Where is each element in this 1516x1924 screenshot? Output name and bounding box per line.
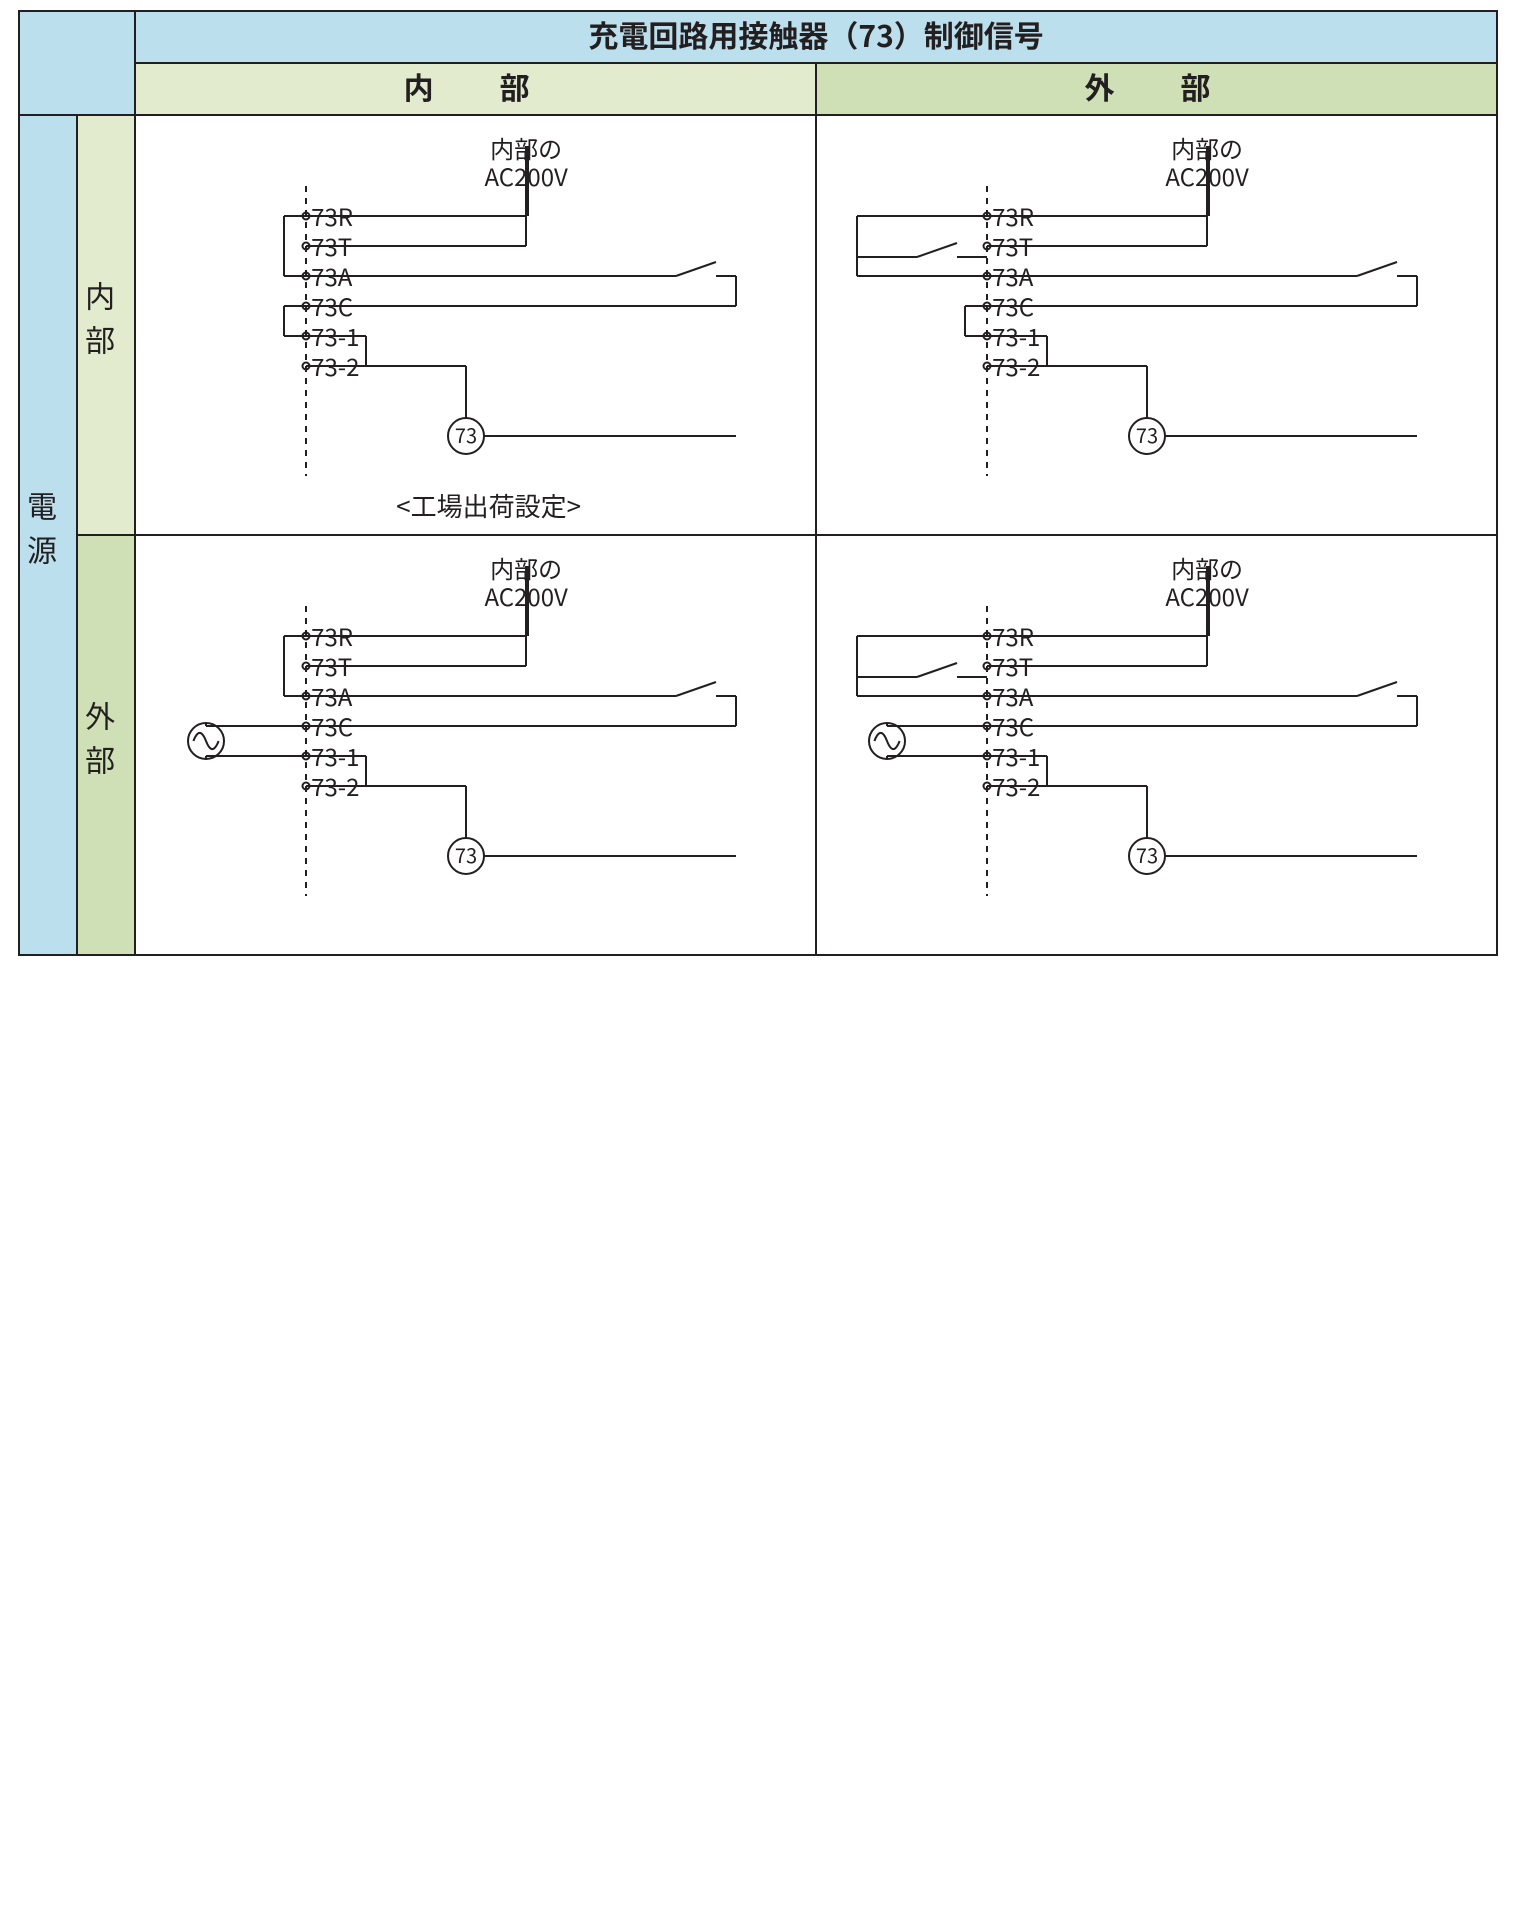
terminal-label: 73A [311, 262, 352, 290]
col-header-internal: 内 部 [135, 63, 816, 115]
terminal-label: 73R [311, 622, 353, 650]
ac-source-icon [194, 733, 219, 749]
terminal-label: 73-2 [311, 352, 359, 380]
coil-label: 73 [1136, 840, 1158, 869]
terminal-label: 73-2 [992, 352, 1040, 380]
row-axis-cell: 電源 [19, 115, 77, 955]
terminal-label: 73T [992, 652, 1033, 680]
terminal-label: 73R [992, 202, 1034, 230]
terminal-label: 73C [992, 712, 1034, 740]
terminal-label: 73C [992, 292, 1034, 320]
terminal-label: 73T [992, 232, 1033, 260]
ac200v-label: 内部の AC200V [446, 134, 606, 190]
terminal-label: 73-1 [992, 322, 1040, 350]
terminal-label: 73-1 [311, 322, 359, 350]
wiring-table: 充電回路用接触器（73）制御信号 内 部 外 部 電源 内部 73 内部の AC… [18, 10, 1498, 956]
coil-label: 73 [1136, 420, 1158, 449]
ac200v-label: 内部の AC200V [1127, 134, 1287, 190]
row-header-internal: 内部 [77, 115, 135, 535]
terminal-label: 73-1 [311, 742, 359, 770]
cell-ext-int: 73 内部の AC200V 73R73T73A73C73-173-2 [135, 535, 816, 955]
terminal-label: 73R [311, 202, 353, 230]
row-axis-label: 電源 [20, 116, 64, 954]
coil-label: 73 [455, 420, 477, 449]
terminal-label: 73C [311, 292, 353, 320]
terminal-label: 73A [992, 682, 1033, 710]
cell-int-int: 73 内部の AC200V 73R73T73A73C73-173-2 <工場出荷設… [135, 115, 816, 535]
terminal-label: 73C [311, 712, 353, 740]
factory-default-note: <工場出荷設定> [396, 487, 581, 524]
terminal-label: 73-2 [992, 772, 1040, 800]
col-header-title: 充電回路用接触器（73）制御信号 [135, 11, 1497, 63]
terminal-label: 73A [992, 262, 1033, 290]
corner-cell [19, 11, 135, 115]
cell-int-ext: 73 内部の AC200V 73R73T73A73C73-173-2 [816, 115, 1497, 535]
row-external-label: 外部 [78, 536, 122, 954]
terminal-label: 73A [311, 682, 352, 710]
terminal-label: 73-2 [311, 772, 359, 800]
terminal-label: 73R [992, 622, 1034, 650]
ac200v-label: 内部の AC200V [446, 554, 606, 610]
ac200v-label: 内部の AC200V [1127, 554, 1287, 610]
cell-ext-ext: 73 内部の AC200V 73R73T73A73C73-173-2 [816, 535, 1497, 955]
terminal-label: 73T [311, 232, 352, 260]
page: 充電回路用接触器（73）制御信号 内 部 外 部 電源 内部 73 内部の AC… [0, 10, 1516, 972]
row-header-external: 外部 [77, 535, 135, 955]
ac-source-icon [874, 733, 899, 749]
coil-label: 73 [455, 840, 477, 869]
row-internal-label: 内部 [78, 116, 122, 534]
terminal-label: 73T [311, 652, 352, 680]
col-header-external: 外 部 [816, 63, 1497, 115]
terminal-label: 73-1 [992, 742, 1040, 770]
